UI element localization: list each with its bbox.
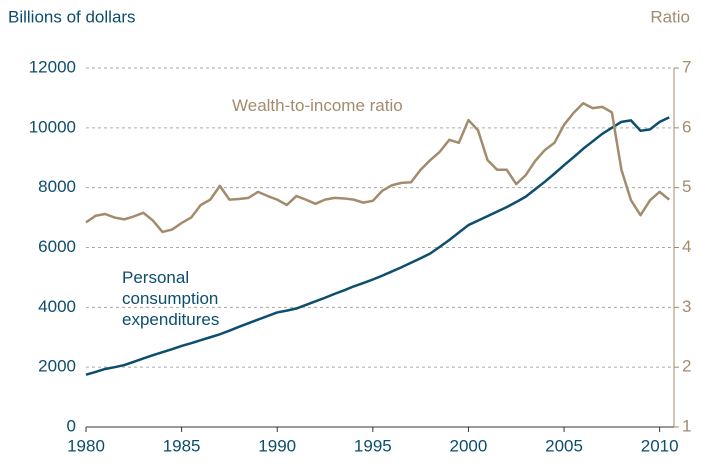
x-tick-label: 2010: [641, 436, 679, 455]
y-axis-label: Billions of dollars: [8, 7, 136, 26]
series-line: [85, 102, 671, 234]
y-tick-label: 0: [67, 416, 76, 435]
x-tick-label: 2000: [450, 436, 488, 455]
y-tick-label: 12000: [29, 57, 76, 76]
y2-tick-label: 7: [682, 57, 691, 76]
y2-tick-label: 5: [682, 177, 691, 196]
x-tick-label: 1995: [354, 436, 392, 455]
series-line: [85, 116, 670, 376]
y-tick-label: 2000: [38, 357, 76, 376]
y2-tick-label: 1: [682, 416, 691, 435]
y-tick-label: 8000: [38, 177, 76, 196]
x-tick-label: 1980: [67, 436, 105, 455]
y2-axis-label: Ratio: [650, 7, 690, 26]
series-label: Personal consumption expenditures: [122, 268, 220, 329]
y-tick-label: 10000: [29, 117, 76, 136]
y-tick-label: 6000: [38, 237, 76, 256]
series-label: Wealth-to-income ratio: [232, 96, 403, 115]
x-tick-label: 1985: [163, 436, 201, 455]
y2-tick-label: 2: [682, 357, 691, 376]
y2-tick-label: 4: [682, 237, 691, 256]
y2-tick-label: 3: [682, 297, 691, 316]
y-tick-label: 4000: [38, 297, 76, 316]
x-tick-label: 1990: [258, 436, 296, 455]
x-tick-label: 2005: [545, 436, 583, 455]
y2-tick-label: 6: [682, 117, 691, 136]
